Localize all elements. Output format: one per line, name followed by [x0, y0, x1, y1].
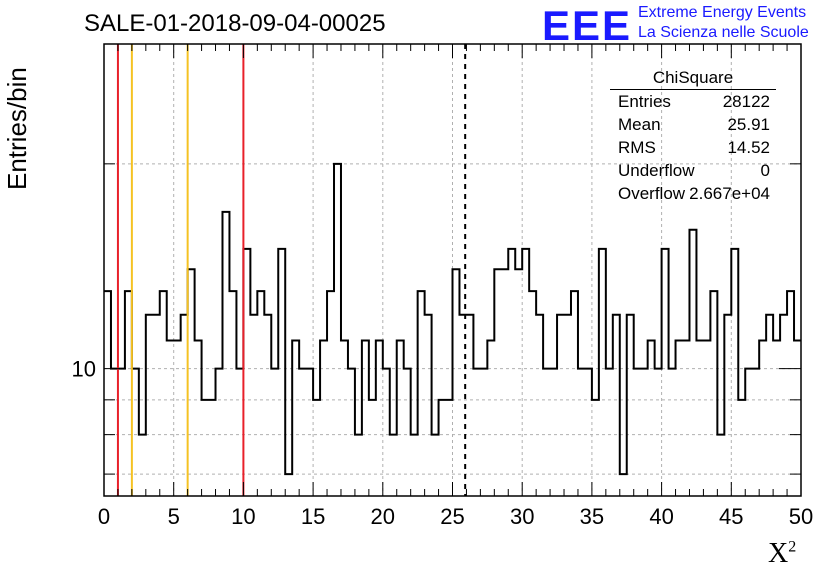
y-tick-label: 10 [72, 357, 96, 382]
x-tick-label: 40 [649, 504, 673, 529]
stats-row: Overflow 2.667e+04 [610, 182, 778, 205]
x-tick-label: 0 [98, 504, 110, 529]
stats-row-value: 28122 [722, 92, 770, 111]
x-tick-label: 50 [789, 504, 813, 529]
stats-row-value: 14.52 [727, 138, 770, 157]
stats-row: Entries 28122 [610, 90, 778, 113]
logo-line-1: Extreme Energy Events [638, 4, 807, 21]
stats-box: ChiSquare Entries 28122 Mean 25.91 RMS 14.52 U… [610, 68, 778, 205]
x-axis-label-main: X [768, 538, 789, 569]
stats-name: ChiSquare [610, 68, 776, 90]
stats-row: RMS 14.52 [610, 136, 778, 159]
x-tick-label: 20 [371, 504, 395, 529]
x-tick-label: 10 [231, 504, 255, 529]
stats-row-label: Overflow [618, 184, 686, 203]
stats-row-value: 0 [760, 161, 770, 180]
stats-row: Underflow 0 [610, 159, 778, 182]
eee-logo-mark: EEE [542, 2, 633, 49]
histogram-line [104, 162, 801, 476]
x-tick-label: 15 [301, 504, 325, 529]
chart-title: SALE-01-2018-09-04-00025 [84, 10, 386, 37]
stats-row-value: 25.91 [727, 115, 770, 134]
x-tick-label: 45 [719, 504, 743, 529]
logo-line-2: La Scienza nelle Scuole [638, 24, 809, 41]
x-axis-label: X2 [768, 538, 796, 570]
stats-row-label: Underflow [618, 161, 695, 180]
stats-row-label: Entries [618, 92, 671, 111]
stats-row-label: RMS [618, 138, 656, 157]
x-axis-label-sup: 2 [788, 538, 797, 556]
stats-row-value: 2.667e+04 [689, 184, 770, 203]
stats-row: Mean 25.91 [610, 113, 778, 136]
x-tick-label: 30 [510, 504, 534, 529]
stats-row-label: Mean [618, 115, 661, 134]
x-tick-label: 25 [440, 504, 464, 529]
x-tick-label: 5 [168, 504, 180, 529]
x-tick-label: 35 [580, 504, 604, 529]
